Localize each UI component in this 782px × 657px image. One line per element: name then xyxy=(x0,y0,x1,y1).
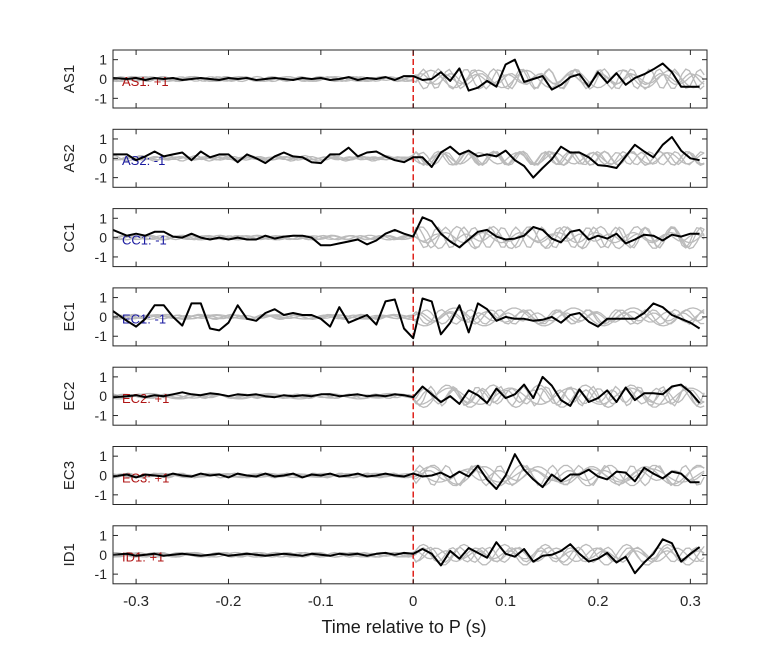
panel-id1: ID1: +1 1 0 -1 ID1 xyxy=(61,525,708,585)
x-tick-label: 0.2 xyxy=(588,593,609,610)
station-label: CC1 xyxy=(61,223,78,253)
polarity-label: EC2: +1 xyxy=(122,391,169,406)
polarity-label: AS1: +1 xyxy=(122,74,169,89)
x-tick-label: -0.1 xyxy=(308,593,334,610)
y-tick-label: -1 xyxy=(95,408,108,424)
x-tick-label: 0.1 xyxy=(495,593,516,610)
x-tick-label: -0.2 xyxy=(216,593,242,610)
background-trace xyxy=(113,308,705,325)
y-tick-label: -1 xyxy=(95,487,108,503)
background-trace xyxy=(113,387,705,405)
polarity-label: ID1: +1 xyxy=(122,550,164,565)
station-label: EC2 xyxy=(61,382,78,411)
background-trace xyxy=(113,385,705,408)
panel-ec2: EC2: +1 1 0 -1 EC2 xyxy=(61,366,708,426)
plot-area: AS1: +1 xyxy=(113,50,705,108)
plot-area: AS2: -1 xyxy=(113,129,705,188)
plot-area: CC1: -1 xyxy=(113,208,705,267)
background-trace xyxy=(113,73,705,85)
waveform-trace xyxy=(113,453,700,490)
y-tick-label: 1 xyxy=(99,527,107,543)
plot-area: EC2: +1 xyxy=(113,367,705,426)
x-tick-label: 0 xyxy=(409,593,417,610)
y-tick-label: -1 xyxy=(95,170,108,186)
station-label: AS1 xyxy=(61,65,78,93)
background-trace xyxy=(113,309,705,325)
background-trace xyxy=(113,225,705,250)
y-tick-label: -1 xyxy=(95,249,108,265)
panel-cc1: CC1: -1 1 0 -1 CC1 xyxy=(61,208,708,268)
panel-as2: AS2: -1 1 0 -1 AS2 xyxy=(61,128,708,188)
plot-area: EC3: +1 xyxy=(113,446,705,505)
waveform-trace xyxy=(113,58,700,92)
plot-area: EC1: -1 xyxy=(113,287,705,346)
y-tick-label: 0 xyxy=(99,547,107,563)
background-trace xyxy=(113,307,705,327)
y-tick-label: -1 xyxy=(95,90,108,106)
polarity-label: CC1: -1 xyxy=(122,232,167,247)
y-tick-label: -1 xyxy=(95,328,108,344)
polarity-label: EC3: +1 xyxy=(122,470,169,485)
y-tick-label: 1 xyxy=(99,290,107,306)
station-label: ID1 xyxy=(61,543,78,566)
waveform-trace xyxy=(113,538,701,575)
y-tick-label: 0 xyxy=(99,309,107,325)
station-label: EC3 xyxy=(61,461,78,490)
waveform-trace xyxy=(113,216,700,249)
y-tick-label: 0 xyxy=(99,468,107,484)
background-trace xyxy=(113,464,705,487)
polarity-label: AS2: -1 xyxy=(122,153,165,168)
y-tick-label: 1 xyxy=(99,52,107,68)
waveform-trace xyxy=(113,375,701,407)
waveform-trace xyxy=(113,297,701,340)
y-tick-label: 1 xyxy=(99,448,107,464)
y-tick-label: 0 xyxy=(99,150,107,166)
panel-as1: AS1: +1 1 0 -1 AS1 xyxy=(61,49,708,109)
y-tick-label: 0 xyxy=(99,71,107,87)
x-axis-label: Time relative to P (s) xyxy=(321,617,486,637)
x-tick-label: 0.3 xyxy=(680,593,701,610)
x-axis: -0.3 -0.2 -0.1 0 0.1 0.2 0.3 xyxy=(123,593,701,610)
y-tick-label: 0 xyxy=(99,388,107,404)
background-trace xyxy=(113,150,705,167)
background-trace xyxy=(113,546,705,564)
y-tick-label: 1 xyxy=(99,210,107,226)
waveform-trace xyxy=(113,136,700,179)
y-tick-label: 1 xyxy=(99,131,107,147)
station-label: AS2 xyxy=(61,144,78,172)
y-tick-label: -1 xyxy=(95,566,108,582)
y-tick-label: 1 xyxy=(99,369,107,385)
panel-ec1: EC1: -1 1 0 -1 EC1 xyxy=(61,287,708,347)
station-label: EC1 xyxy=(61,302,78,331)
plot-area: ID1: +1 xyxy=(113,525,705,584)
panel-ec3: EC3: +1 1 0 -1 EC3 xyxy=(61,446,708,505)
y-tick-label: 0 xyxy=(99,230,107,246)
x-tick-label: -0.3 xyxy=(123,593,149,610)
